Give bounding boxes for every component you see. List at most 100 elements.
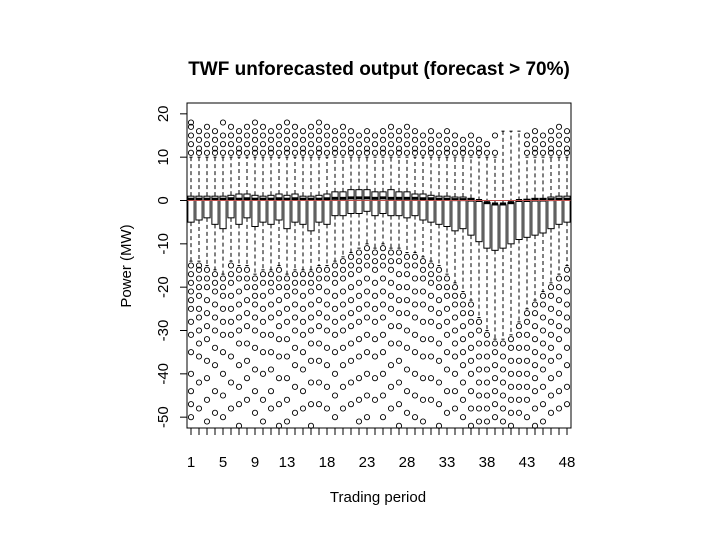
outlier-point bbox=[491, 132, 499, 139]
outlier-point bbox=[219, 414, 227, 421]
outlier-point bbox=[235, 383, 243, 390]
outlier-point bbox=[403, 310, 411, 317]
outlier-point bbox=[395, 136, 403, 143]
outlier-point bbox=[363, 288, 371, 295]
outlier-point bbox=[531, 362, 539, 369]
outlier-point bbox=[355, 318, 363, 325]
outlier-point bbox=[563, 327, 571, 334]
outlier-point bbox=[259, 349, 267, 356]
outlier-point bbox=[539, 132, 547, 139]
outlier-point bbox=[315, 145, 323, 152]
outlier-point bbox=[483, 149, 491, 156]
outlier-point bbox=[323, 266, 331, 273]
outlier-point bbox=[331, 149, 339, 156]
x-tick-label: 18 bbox=[319, 454, 336, 471]
outlier-point bbox=[267, 279, 275, 286]
outlier-point bbox=[347, 253, 355, 260]
outlier-point bbox=[475, 392, 483, 399]
outlier-point bbox=[299, 349, 307, 356]
outlier-point bbox=[459, 336, 467, 343]
outlier-point bbox=[363, 245, 371, 252]
outlier-point bbox=[259, 279, 267, 286]
outlier-point bbox=[435, 379, 443, 386]
outlier-point bbox=[515, 396, 523, 403]
outlier-point bbox=[291, 141, 299, 148]
outlier-point bbox=[499, 418, 507, 425]
outlier-point bbox=[259, 132, 267, 139]
outlier-point bbox=[363, 414, 371, 421]
outlier-point bbox=[395, 340, 403, 347]
outlier-point bbox=[283, 305, 291, 312]
outlier-point bbox=[419, 258, 427, 265]
outlier-point bbox=[379, 253, 387, 260]
outlier-point bbox=[459, 292, 467, 299]
outlier-point bbox=[555, 353, 563, 360]
outlier-point bbox=[499, 353, 507, 360]
outlier-point bbox=[339, 123, 347, 130]
plot-area: -50 -40 -30 -20 -10 0 10 20 1 5 9 13 18 23 28 33 38 43 48 bbox=[155, 102, 575, 471]
outlier-point bbox=[411, 136, 419, 143]
outlier-point bbox=[299, 331, 307, 338]
box bbox=[483, 202, 491, 249]
outlier-point bbox=[299, 292, 307, 299]
outlier-point bbox=[547, 128, 555, 135]
outlier-point bbox=[459, 414, 467, 421]
box bbox=[219, 195, 227, 230]
box bbox=[355, 189, 363, 215]
outlier-point bbox=[251, 149, 259, 156]
outlier-point bbox=[395, 258, 403, 265]
outlier-point bbox=[251, 284, 259, 291]
outlier-point bbox=[259, 318, 267, 325]
box bbox=[387, 189, 395, 217]
outlier-point bbox=[235, 145, 243, 152]
box bbox=[187, 195, 195, 223]
outlier-point bbox=[379, 262, 387, 269]
outlier-point bbox=[227, 292, 235, 299]
outlier-point bbox=[307, 132, 315, 139]
outlier-point bbox=[395, 357, 403, 364]
outlier-point bbox=[291, 301, 299, 308]
y-tick-label: -50 bbox=[155, 406, 172, 428]
outlier-point bbox=[387, 340, 395, 347]
outlier-point bbox=[235, 340, 243, 347]
outlier-point bbox=[227, 279, 235, 286]
outlier-point bbox=[291, 271, 299, 278]
outlier-point bbox=[379, 275, 387, 282]
outlier-point bbox=[379, 314, 387, 321]
y-tick-label: -10 bbox=[155, 233, 172, 255]
box bbox=[419, 193, 427, 221]
outlier-point bbox=[235, 362, 243, 369]
outlier-point bbox=[459, 379, 467, 386]
y-tick-label: 0 bbox=[155, 196, 172, 204]
outlier-point bbox=[275, 266, 283, 273]
outlier-point bbox=[371, 305, 379, 312]
y-tick-label: 20 bbox=[155, 105, 172, 122]
outlier-point bbox=[475, 340, 483, 347]
outlier-point bbox=[411, 262, 419, 269]
outlier-point bbox=[331, 128, 339, 135]
outlier-point bbox=[387, 258, 395, 265]
outlier-point bbox=[195, 275, 203, 282]
outlier-point bbox=[323, 327, 331, 334]
outlier-point bbox=[539, 301, 547, 308]
outlier-point bbox=[523, 344, 531, 351]
x-tick-label: 23 bbox=[359, 454, 376, 471]
outlier-point bbox=[563, 301, 571, 308]
outlier-point bbox=[459, 145, 467, 152]
outlier-point bbox=[459, 349, 467, 356]
outlier-point bbox=[547, 292, 555, 299]
outlier-point bbox=[331, 318, 339, 325]
box bbox=[203, 195, 211, 219]
outlier-point bbox=[355, 279, 363, 286]
outlier-point bbox=[435, 310, 443, 317]
outlier-point bbox=[259, 396, 267, 403]
box bbox=[243, 193, 251, 219]
box bbox=[283, 194, 291, 230]
outlier-point bbox=[283, 292, 291, 299]
outlier-point bbox=[459, 136, 467, 143]
outlier-point bbox=[475, 353, 483, 360]
outlier-point bbox=[547, 284, 555, 291]
outlier-point bbox=[291, 327, 299, 334]
outlier-point bbox=[203, 418, 211, 425]
